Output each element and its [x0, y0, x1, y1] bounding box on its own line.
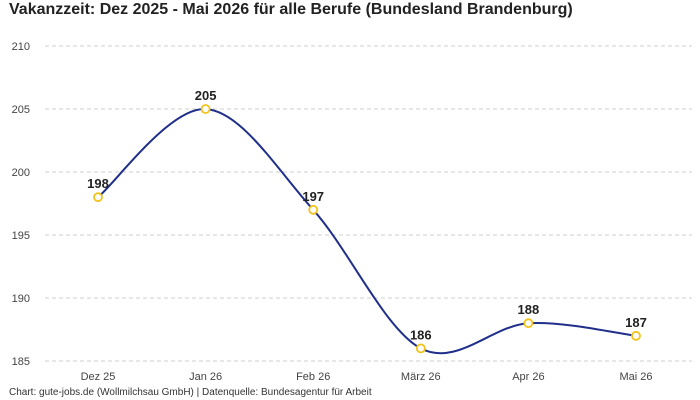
data-labels: 198 205 197 186 188 187: [87, 88, 647, 342]
data-point: [200, 104, 211, 114]
data-label: 187: [625, 315, 647, 330]
grid-lines: [45, 45, 692, 362]
data-point: [631, 330, 641, 341]
series-line-group: [97, 107, 637, 355]
x-tick-label: Apr 26: [512, 371, 544, 383]
data-point: [523, 318, 534, 329]
y-tick-label: 185: [12, 356, 30, 368]
series-line: [97, 107, 637, 355]
data-points: [93, 104, 641, 354]
x-tick-label: Dez 25: [81, 371, 116, 383]
x-tick-label: Mai 26: [619, 371, 652, 383]
y-tick-label: 205: [12, 104, 30, 116]
data-label: 198: [87, 176, 109, 191]
y-tick-label: 200: [12, 167, 30, 179]
data-label: 205: [195, 88, 217, 103]
data-label: 188: [518, 302, 540, 317]
y-axis-ticks: 185 190 195 200 205 210: [12, 41, 30, 368]
y-tick-label: 210: [12, 41, 30, 53]
x-axis-ticks: Dez 25 Jan 26 Feb 26 März 26 Apr 26 Mai 26: [81, 371, 653, 383]
y-tick-label: 195: [12, 230, 30, 242]
x-tick-label: Jan 26: [189, 371, 222, 383]
x-tick-label: März 26: [401, 371, 441, 383]
y-tick-label: 190: [12, 293, 30, 305]
data-label: 186: [410, 327, 432, 342]
chart-source-note: Chart: gute-jobs.de (Wollmilchsau GmbH) …: [9, 387, 372, 398]
data-point: [415, 343, 426, 354]
data-label: 197: [302, 189, 324, 204]
data-point: [93, 192, 103, 203]
x-tick-label: Feb 26: [296, 371, 330, 383]
data-point: [308, 204, 319, 215]
chart-title: Vakanzzeit: Dez 2025 - Mai 2026 für alle…: [9, 1, 573, 18]
